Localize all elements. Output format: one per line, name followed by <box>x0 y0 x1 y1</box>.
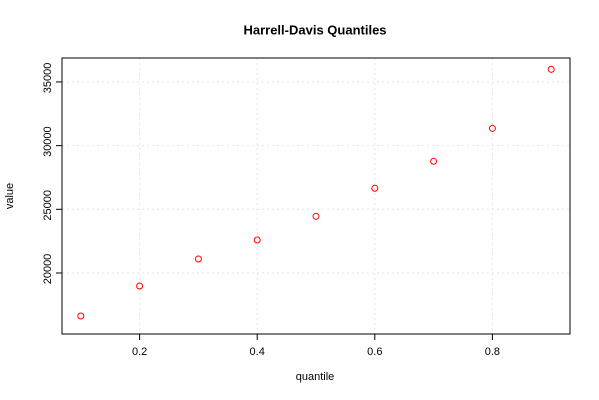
y-axis-label: value <box>4 183 16 209</box>
x-tick-label: 0.2 <box>132 346 147 358</box>
y-tick-label: 25000 <box>42 190 54 221</box>
point <box>253 236 261 244</box>
point <box>547 65 555 73</box>
point <box>488 124 496 132</box>
point <box>430 157 438 165</box>
x-tick-label: 0.4 <box>250 346 265 358</box>
y-tick-label: 35000 <box>42 63 54 94</box>
point <box>77 312 85 320</box>
point <box>312 212 320 220</box>
x-tick-label: 0.6 <box>367 346 382 358</box>
plot-frame <box>61 57 571 335</box>
x-axis-label: quantile <box>296 371 335 383</box>
y-tick-label: 30000 <box>42 126 54 157</box>
point <box>371 184 379 192</box>
point <box>194 255 202 263</box>
point <box>136 282 144 290</box>
chart-title: Harrell-Davis Quantiles <box>243 22 386 37</box>
y-tick-label: 20000 <box>42 254 54 285</box>
x-tick-label: 0.8 <box>485 346 500 358</box>
